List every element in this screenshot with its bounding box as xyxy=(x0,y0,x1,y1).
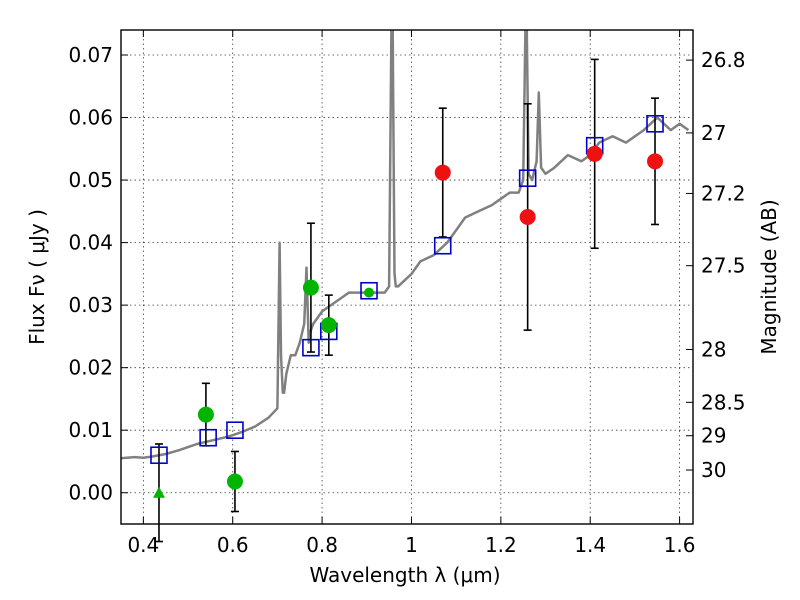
model-square xyxy=(302,338,320,357)
data-point xyxy=(226,473,243,490)
magnitude-tick-labels: 26.8 27 27.2 27.5 28 28.5 29 30 xyxy=(701,48,746,482)
y-tick-label: 0.01 xyxy=(68,418,113,442)
data-point xyxy=(302,279,319,296)
data-point xyxy=(434,164,451,181)
errorbar-layer xyxy=(154,58,660,543)
model-square xyxy=(518,169,537,187)
magnitude-tick-label: 26.8 xyxy=(701,48,746,72)
magnitude-tick-label: 29 xyxy=(701,424,726,448)
x-tick-label: 1 xyxy=(405,533,418,557)
y-tick-labels: 0.00 0.01 0.02 0.03 0.04 0.05 0.06 0.07 xyxy=(68,43,113,505)
x-tick-labels: 0.4 0.6 0.8 1 1.2 1.4 1.6 xyxy=(127,533,695,557)
x-tick-label: 0.6 xyxy=(217,533,249,557)
y-tick-label: 0.07 xyxy=(68,43,113,67)
data-point xyxy=(519,208,536,225)
y-tick-label: 0.05 xyxy=(68,168,113,192)
y-tick-label: 0.04 xyxy=(68,231,113,255)
magnitude-tick-label: 28.5 xyxy=(701,390,746,414)
y-tick-label: 0.06 xyxy=(68,106,113,130)
model-square xyxy=(433,236,452,255)
sed-template-layer xyxy=(121,30,690,460)
y-tick-label: 0.00 xyxy=(68,481,113,505)
data-point xyxy=(586,145,603,162)
model-square xyxy=(226,421,244,440)
x-tick-label: 0.4 xyxy=(127,533,159,557)
x-axis-label: Wavelength λ (μm) xyxy=(309,563,500,587)
magnitude-tick-label: 27.2 xyxy=(701,181,746,205)
magnitude-tick-label: 27 xyxy=(701,121,726,145)
tick-marks xyxy=(121,30,693,524)
sed-template-line xyxy=(121,30,690,460)
data-point xyxy=(320,317,337,334)
x-tick-label: 0.8 xyxy=(306,533,338,557)
data-point xyxy=(364,287,375,298)
model-square xyxy=(360,281,378,300)
y-axis-label: Flux Fν ( μJy ) xyxy=(25,209,49,345)
model-square xyxy=(150,446,168,465)
y-tick-label: 0.03 xyxy=(68,293,113,317)
x-tick-label: 1.6 xyxy=(664,533,696,557)
y2-axis-label: Magnitude (AB) xyxy=(757,199,781,354)
y-tick-label: 0.02 xyxy=(68,356,113,380)
magnitude-tick-label: 28 xyxy=(701,337,726,361)
model-square xyxy=(199,428,217,447)
x-tick-label: 1.2 xyxy=(485,533,517,557)
plot-frame xyxy=(120,29,694,525)
data-points-layer xyxy=(150,114,664,498)
magnitude-tick-label: 27.5 xyxy=(701,254,746,278)
magnitude-tick-label: 30 xyxy=(701,458,726,482)
grid-lines xyxy=(121,30,693,524)
x-tick-label: 1.4 xyxy=(574,533,606,557)
upper-limit-triangle xyxy=(152,486,165,498)
data-point xyxy=(647,153,664,170)
data-point xyxy=(197,406,214,423)
model-square xyxy=(646,114,664,133)
